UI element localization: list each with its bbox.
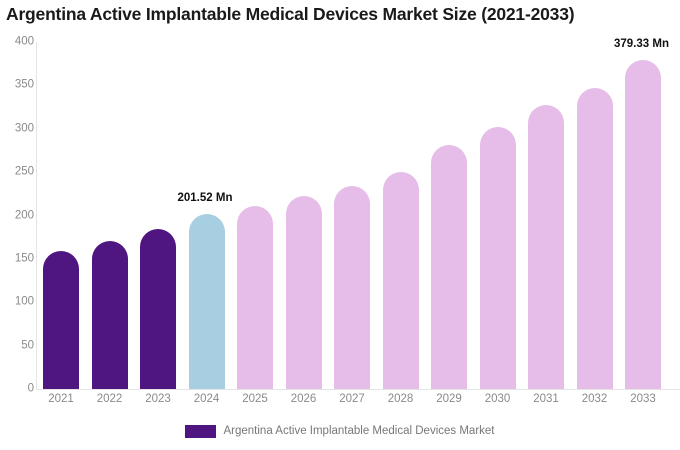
bar-2027[interactable] (334, 186, 370, 389)
chart-legend: Argentina Active Implantable Medical Dev… (0, 425, 680, 438)
y-axis-tick-200: 200 (14, 208, 34, 221)
bar-2029[interactable] (431, 145, 467, 389)
bar-2022[interactable] (91, 241, 128, 389)
y-axis-tick-0: 0 (27, 382, 34, 395)
x-axis-tick-2026: 2026 (290, 393, 317, 405)
legend-swatch-market (185, 425, 217, 438)
bar-2031[interactable] (528, 105, 564, 389)
bar-2026[interactable] (285, 195, 322, 389)
x-axis-tick-2031: 2031 (533, 393, 559, 405)
x-axis-tick-2022: 2022 (96, 393, 123, 405)
x-axis-tick-2025: 2025 (242, 393, 268, 405)
x-axis-tick-2033: 2033 (630, 393, 656, 405)
bar-2023[interactable] (140, 229, 176, 389)
bar-2032[interactable] (576, 87, 613, 389)
x-axis-tick-2021: 2021 (48, 393, 74, 405)
data-label-2033: 379.33 Mn (614, 37, 669, 50)
bar-2021[interactable] (43, 251, 79, 389)
data-label-2024: 201.52 Mn (177, 192, 233, 205)
plot-area: 0 50 100 150 200 250 300 350 400 2021 2022 2023 202… (15, 36, 680, 405)
bar-2028[interactable] (382, 172, 419, 389)
y-axis-tick-150: 150 (14, 252, 34, 265)
y-axis-tick-50: 50 (21, 338, 34, 351)
x-axis-tick-2024: 2024 (193, 393, 220, 405)
bar-2024[interactable] (188, 214, 225, 389)
x-axis-line (36, 389, 680, 390)
y-axis-tick-100: 100 (14, 295, 34, 308)
y-axis-tick-300: 300 (14, 122, 34, 134)
y-axis-tick-400: 400 (14, 35, 34, 48)
bar-2033[interactable] (625, 59, 661, 389)
bar-2030[interactable] (479, 127, 516, 389)
x-axis-tick-2029: 2029 (436, 393, 462, 405)
legend-label-market: Argentina Active Implantable Medical Dev… (223, 424, 495, 437)
x-axis-tick-2030: 2030 (484, 393, 511, 405)
x-axis-tick-2028: 2028 (387, 393, 414, 405)
x-axis-tick-2027: 2027 (339, 393, 365, 405)
y-axis-tick-250: 250 (14, 165, 34, 178)
y-axis-line (36, 42, 37, 389)
chart-title: Argentina Active Implantable Medical Dev… (6, 4, 575, 24)
x-axis-tick-2023: 2023 (145, 393, 171, 405)
x-axis-tick-2032: 2032 (581, 393, 608, 405)
y-axis-tick-350: 350 (14, 78, 34, 91)
bar-2025[interactable] (237, 205, 273, 389)
